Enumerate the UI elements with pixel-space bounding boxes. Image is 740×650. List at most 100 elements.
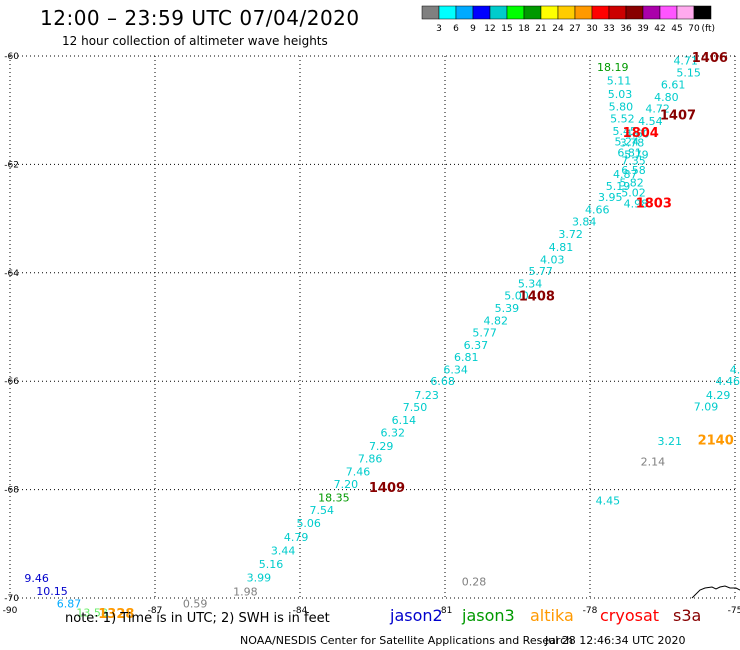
y-tick-label: -64 — [4, 269, 19, 279]
wave-height-value: 6.87 — [57, 597, 82, 610]
colorbar-tick-label: 33 — [603, 24, 614, 34]
wave-height-value: 7.09 — [694, 401, 719, 414]
wave-height-value: 18.19 — [597, 61, 629, 74]
colorbar-swatch — [523, 5, 542, 20]
colorbar-tick-label: 9 — [470, 24, 476, 34]
wave-height-value: 7.54 — [310, 504, 335, 517]
generated-timestamp: Jul 28 12:46:34 UTC 2020 — [545, 634, 686, 647]
wave-height-value: 6.81 — [454, 351, 479, 364]
colorbar-tick-label: 21 — [535, 24, 546, 34]
wave-height-value: 5.80 — [609, 100, 634, 113]
wave-height-value: 7.23 — [414, 389, 439, 402]
wave-height-value: 4.29 — [706, 389, 731, 402]
colorbar-tick-label: 39 — [637, 24, 649, 34]
wave-height-value: 4.72 — [645, 103, 670, 116]
wave-height-value: 4.45 — [596, 494, 621, 507]
coastline — [691, 585, 740, 599]
x-tick-label: -78 — [583, 606, 598, 616]
pass-time-label: 1804 — [623, 126, 659, 141]
y-tick-label: -62 — [4, 160, 19, 170]
chart-title: 12:00 – 23:59 UTC 07/04/2020 — [40, 6, 360, 30]
colorbar-tick-label: 24 — [552, 24, 564, 34]
wave-height-value: 4.98 — [624, 197, 649, 210]
wave-height-value: 4.71 — [673, 54, 698, 67]
wave-height-value: 5.77 — [472, 326, 497, 339]
wave-height-value: 7.86 — [358, 453, 383, 466]
wave-height-value: 5.24 — [614, 136, 639, 149]
colorbar-swatch — [642, 5, 661, 20]
y-tick-label: -70 — [4, 594, 19, 604]
wave-height-value: 5.77 — [528, 265, 553, 278]
colorbar-tick-label: 12 — [484, 24, 495, 34]
wave-height-value: 5.16 — [259, 558, 284, 571]
colorbar-tick-label: 3 — [436, 24, 442, 34]
wave-height-value: 6.61 — [661, 79, 686, 92]
wave-height-value: 5.02 — [621, 187, 646, 200]
colorbar-tick-label: 36 — [620, 24, 632, 34]
legend-altika: altika — [530, 606, 574, 625]
wave-height-value: 5.82 — [619, 176, 644, 189]
x-tick-label: -84 — [293, 606, 308, 616]
wave-height-value: 5.79 — [624, 149, 649, 162]
wave-height-value: 7.50 — [403, 401, 428, 414]
colorbar-swatch — [472, 5, 491, 20]
wave-height-value: 7.20 — [334, 478, 359, 491]
wave-height-value: 2.14 — [641, 455, 666, 468]
wave-height-value: 5.52 — [610, 112, 635, 125]
pass-time-label: 1408 — [519, 290, 555, 305]
legend-jason3: jason3 — [462, 606, 515, 625]
wave-height-value: 3.84 — [572, 215, 597, 228]
coastline-path — [691, 585, 740, 599]
colorbar-swatch — [693, 5, 712, 20]
colorbar-tick-label: 27 — [569, 24, 580, 34]
colorbar-swatch — [591, 5, 610, 20]
wave-height-value: 4. — [730, 363, 740, 376]
wave-height-value: 13.58 — [76, 607, 108, 620]
wave-height-value: 5.39 — [495, 302, 520, 315]
data-points: 18.195.115.035.805.525.455.246.817.356.5… — [24, 54, 740, 619]
colorbar-swatch — [489, 5, 508, 20]
colorbar: 3 6 9 12 15 18 21 24 27 30 33 36 39 42 45 70 (ft) — [421, 5, 715, 34]
y-tick-label: -66 — [4, 377, 19, 387]
y-tick-label: -68 — [4, 486, 19, 496]
pass-time-label: 1407 — [660, 109, 696, 124]
colorbar-swatch — [659, 5, 678, 20]
colorbar-swatch — [540, 5, 559, 20]
wave-height-value: 3.78 — [620, 137, 645, 150]
wave-height-value: 4.60 — [625, 128, 650, 141]
footer-credit: NOAA/NESDIS Center for Satellite Applica… — [240, 634, 574, 647]
colorbar-swatch — [455, 5, 474, 20]
colorbar-tick-label: 30 — [586, 24, 598, 34]
wave-height-value: 6.68 — [430, 375, 455, 388]
pass-time-label: 2140 — [698, 434, 734, 449]
x-tick-label: -90 — [3, 606, 18, 616]
colorbar-swatch — [625, 5, 644, 20]
x-tick-label: -81 — [438, 606, 453, 616]
wave-height-value: 3.72 — [558, 228, 583, 241]
wave-height-value: 0.28 — [462, 576, 487, 589]
wave-height-value: 5.00 — [504, 290, 529, 303]
wave-height-value: 6.58 — [621, 164, 646, 177]
x-tick-label: -75 — [728, 606, 740, 616]
wave-height-value: 5.15 — [676, 66, 701, 79]
colorbar-tick-label: 18 — [518, 24, 530, 34]
colorbar-unit: (ft) — [701, 24, 715, 34]
wave-height-value: 5.34 — [518, 278, 543, 291]
colorbar-swatch — [438, 5, 457, 20]
wave-height-value: 5.03 — [608, 88, 633, 101]
wave-height-value: 3.21 — [658, 435, 683, 448]
wave-height-value: 6.14 — [392, 414, 417, 427]
wave-height-value: 9.46 — [24, 572, 49, 585]
pass-time-label: 1803 — [636, 196, 672, 211]
wave-height-value: 3.44 — [271, 544, 296, 557]
wave-height-value: 5.06 — [296, 517, 321, 530]
wave-height-value: 6.32 — [381, 427, 406, 440]
colorbar-swatch — [421, 5, 440, 20]
wave-height-value: 4.80 — [654, 91, 679, 104]
wave-height-value: 6.81 — [617, 146, 642, 159]
pass-time-label: 1409 — [369, 481, 405, 496]
legend-cryosat: cryosat — [600, 606, 660, 625]
wave-height-value: 10.15 — [36, 585, 68, 598]
legend-jason2: jason2 — [390, 606, 443, 625]
